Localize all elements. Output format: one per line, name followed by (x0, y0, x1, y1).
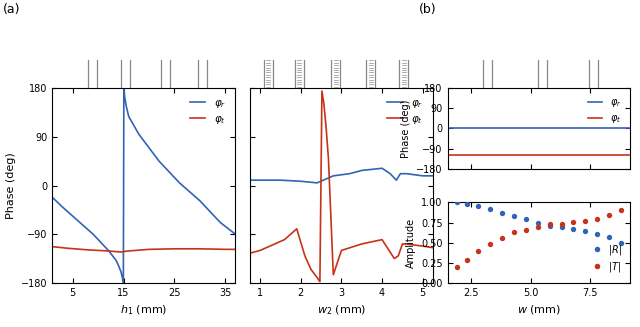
Point (509, 214, 519, 219)
Point (497, 235, 508, 240)
Point (545, 222, 555, 227)
Point (568, 219, 579, 224)
Y-axis label: Amplitude: Amplitude (406, 217, 415, 268)
Point (545, 223, 555, 228)
Point (580, 218, 590, 224)
Point (604, 234, 614, 240)
Legend: $\varphi_r$, $\varphi_t$: $\varphi_r$, $\varphi_t$ (383, 94, 428, 130)
Point (473, 249, 483, 254)
Point (592, 216, 602, 221)
X-axis label: $h_1$ (mm): $h_1$ (mm) (120, 303, 168, 317)
X-axis label: $w_2$ (mm): $w_2$ (mm) (317, 303, 366, 317)
Point (556, 225, 566, 230)
Point (521, 227, 531, 232)
Point (568, 226, 579, 232)
Text: (a): (a) (3, 3, 20, 16)
Point (616, 240, 626, 245)
Point (452, 200, 462, 205)
Point (461, 201, 472, 207)
Point (452, 264, 462, 269)
X-axis label: $w$ (mm): $w$ (mm) (517, 303, 561, 316)
Point (473, 204, 483, 209)
Point (556, 222, 566, 227)
Point (509, 230, 519, 235)
Point (461, 257, 472, 262)
Legend: $|R|$, $|T|$: $|R|$, $|T|$ (591, 239, 625, 278)
Point (521, 217, 531, 222)
Point (532, 220, 543, 225)
Point (580, 229, 590, 234)
Y-axis label: Phase (deg): Phase (deg) (6, 152, 15, 219)
Point (485, 206, 495, 212)
Legend: $\varphi_r$, $\varphi_t$: $\varphi_r$, $\varphi_t$ (584, 93, 625, 129)
Legend: $\varphi_r$, $\varphi_t$: $\varphi_r$, $\varphi_t$ (186, 94, 230, 130)
Point (485, 242, 495, 247)
Text: (b): (b) (419, 3, 437, 16)
Point (532, 225, 543, 230)
Point (604, 213, 614, 218)
Point (497, 210, 508, 215)
Point (592, 231, 602, 236)
Point (616, 208, 626, 213)
Y-axis label: Phase (deg): Phase (deg) (401, 99, 411, 158)
